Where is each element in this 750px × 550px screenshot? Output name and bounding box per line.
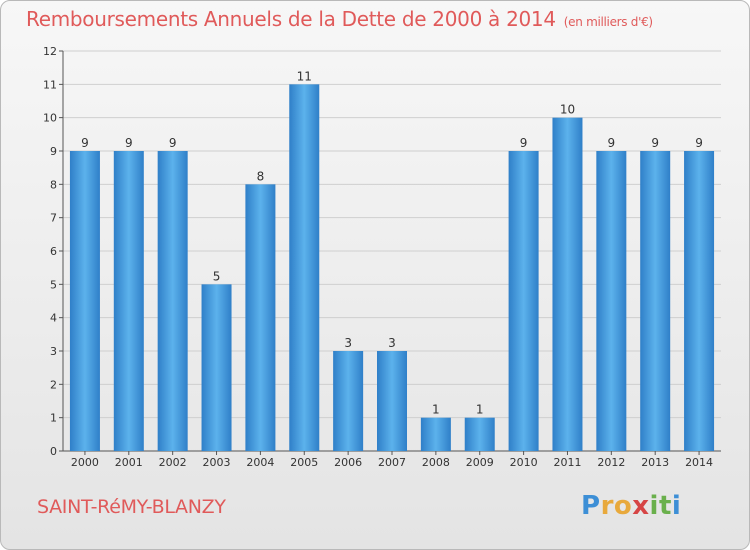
value-label: 3 [344, 336, 352, 350]
x-tick-label: 2003 [203, 456, 231, 469]
y-tick-label: 2 [50, 378, 57, 391]
town-name: SAINT-RéMY-BLANZY [37, 496, 226, 518]
y-tick-label: 4 [50, 312, 57, 325]
logo-letter: t [658, 491, 672, 521]
chart-title-text: Remboursements Annuels de la Dette de 20… [26, 7, 556, 31]
y-tick-label: 3 [50, 345, 57, 358]
bar-2002 [157, 151, 188, 451]
x-tick-label: 2000 [71, 456, 99, 469]
y-tick-label: 10 [43, 112, 57, 125]
y-tick-label: 5 [50, 278, 57, 291]
y-tick-label: 8 [50, 178, 57, 191]
x-tick-label: 2001 [115, 456, 143, 469]
logo-letter: i [671, 491, 682, 521]
bar-2009 [464, 417, 495, 451]
y-tick-label: 7 [50, 212, 57, 225]
x-tick-label: 2010 [510, 456, 538, 469]
x-tick-label: 2013 [641, 456, 669, 469]
y-tick-label: 6 [50, 245, 57, 258]
bar-2011 [552, 117, 583, 452]
chart-unit-label: (en milliers d'€) [563, 15, 653, 29]
x-tick-label: 2009 [466, 456, 494, 469]
logo-letter: P [581, 491, 601, 521]
y-tick-label: 1 [50, 412, 57, 425]
bar-2000 [69, 151, 100, 451]
bar-2014 [684, 151, 715, 451]
logo-letter: o [613, 491, 633, 521]
value-label: 8 [257, 169, 265, 183]
value-label: 9 [520, 136, 528, 150]
bar-2008 [420, 417, 451, 451]
bar-2007 [377, 351, 407, 451]
value-label: 3 [388, 336, 396, 350]
logo-letter: i [649, 491, 659, 521]
x-tick-label: 2002 [159, 456, 187, 469]
bar-2003 [201, 284, 232, 451]
y-tick-label: 11 [43, 78, 57, 91]
x-tick-label: 2006 [334, 456, 362, 469]
chart-title: Remboursements Annuels de la Dette de 20… [26, 7, 653, 31]
x-tick-label: 2008 [422, 456, 450, 469]
bars [69, 84, 715, 452]
bar-2005 [289, 84, 320, 451]
bar-2004 [245, 184, 276, 452]
value-label: 9 [125, 136, 133, 150]
value-label: 9 [169, 136, 177, 150]
value-label: 9 [651, 136, 659, 150]
y-tick-label: 0 [50, 445, 57, 458]
x-tick-label: 2012 [597, 456, 625, 469]
logo-letter: r [600, 491, 614, 521]
bar-2013 [640, 151, 671, 451]
x-tick-label: 2007 [378, 456, 406, 469]
x-tick-label: 2014 [685, 456, 713, 469]
bar-2012 [596, 151, 627, 451]
y-tick-label: 9 [50, 145, 57, 158]
value-label: 10 [560, 103, 575, 117]
x-tick-label: 2011 [553, 456, 581, 469]
bar-2010 [508, 151, 539, 451]
value-label: 9 [81, 136, 89, 150]
value-label: 9 [695, 136, 703, 150]
proxiti-logo[interactable]: Proxiti [581, 491, 681, 521]
value-label: 11 [297, 69, 312, 83]
value-label: 1 [432, 403, 440, 417]
x-tick-label: 2005 [290, 456, 318, 469]
logo-letter: x [632, 491, 650, 521]
y-tick-label: 12 [43, 45, 57, 58]
x-tick-label: 2004 [246, 456, 274, 469]
value-label: 1 [476, 403, 484, 417]
labels: 0123456789101112200092001920029200352004… [43, 45, 713, 469]
value-label: 9 [608, 136, 616, 150]
value-label: 5 [213, 269, 221, 283]
bar-2001 [113, 151, 144, 451]
bar-2006 [333, 351, 364, 451]
